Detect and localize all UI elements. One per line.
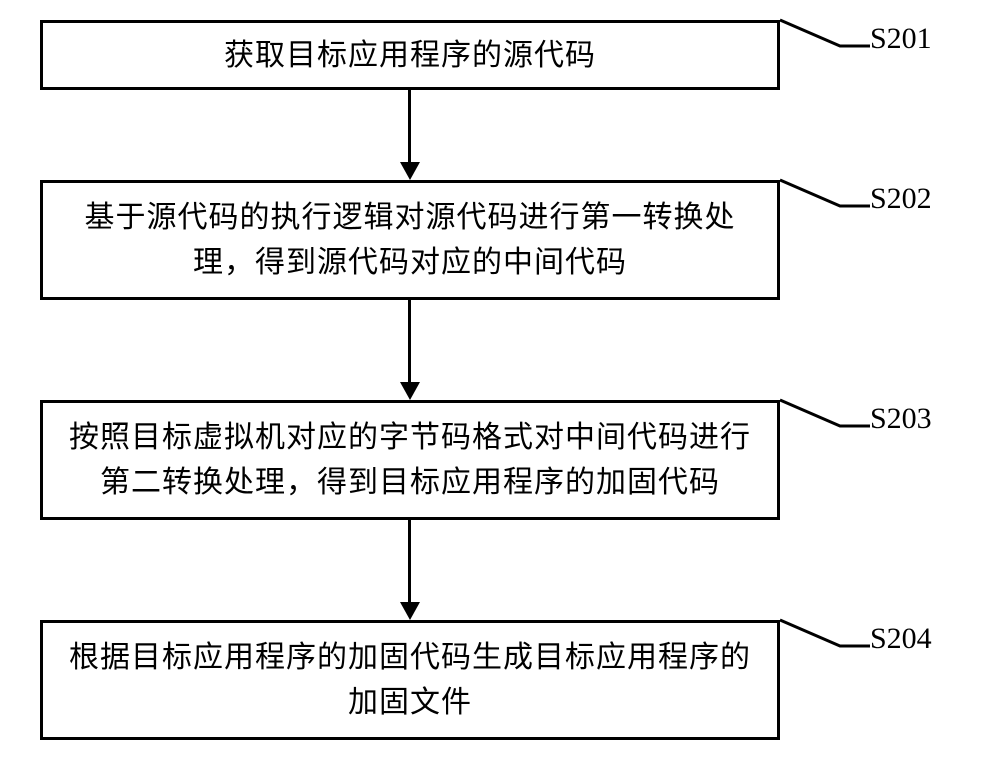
step-box-s203: 按照目标虚拟机对应的字节码格式对中间代码进行第二转换处理，得到目标应用程序的加固… <box>40 400 780 520</box>
step-box-s201: 获取目标应用程序的源代码 <box>40 20 780 90</box>
arrow-head-s202-s203 <box>400 382 420 400</box>
label-connector-s203 <box>780 400 870 450</box>
arrow-head-s201-s202 <box>400 162 420 180</box>
step-text-s203: 按照目标虚拟机对应的字节码格式对中间代码进行第二转换处理，得到目标应用程序的加固… <box>63 415 757 505</box>
step-label-s202: S202 <box>870 182 932 216</box>
step-label-s203: S203 <box>870 402 932 436</box>
arrow-head-s203-s204 <box>400 602 420 620</box>
step-text-s201: 获取目标应用程序的源代码 <box>224 33 596 78</box>
step-text-s202: 基于源代码的执行逻辑对源代码进行第一转换处理，得到源代码对应的中间代码 <box>63 195 757 285</box>
step-box-s202: 基于源代码的执行逻辑对源代码进行第一转换处理，得到源代码对应的中间代码 <box>40 180 780 300</box>
label-connector-s204 <box>780 620 870 670</box>
arrow-s202-s203 <box>408 300 411 382</box>
arrow-s201-s202 <box>408 90 411 162</box>
step-text-s204: 根据目标应用程序的加固代码生成目标应用程序的加固文件 <box>63 635 757 725</box>
flowchart-canvas: 获取目标应用程序的源代码 S201 基于源代码的执行逻辑对源代码进行第一转换处理… <box>0 0 1000 780</box>
label-connector-s201 <box>780 20 870 70</box>
step-label-s201: S201 <box>870 22 932 56</box>
label-connector-s202 <box>780 180 870 230</box>
arrow-s203-s204 <box>408 520 411 602</box>
step-box-s204: 根据目标应用程序的加固代码生成目标应用程序的加固文件 <box>40 620 780 740</box>
step-label-s204: S204 <box>870 622 932 656</box>
